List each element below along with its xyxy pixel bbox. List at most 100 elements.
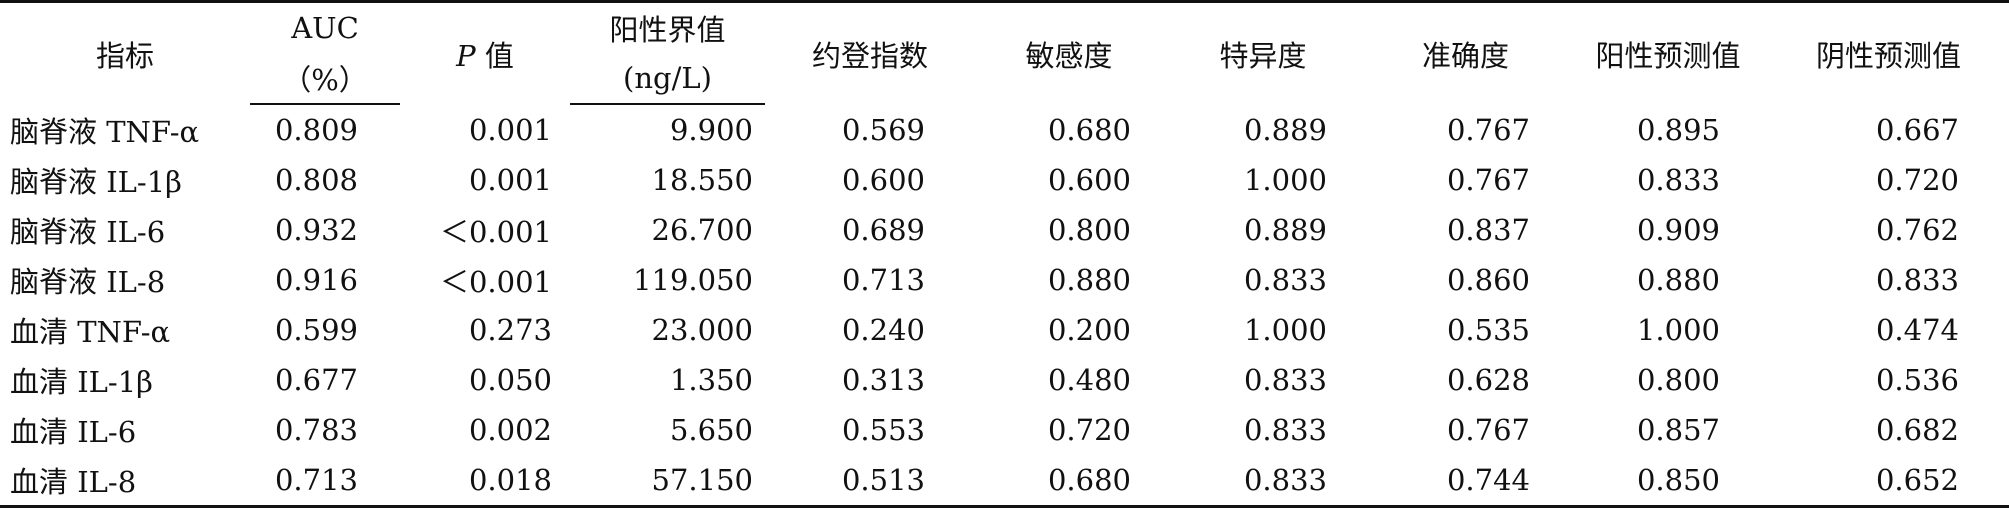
table-row: 血清 IL-1β 0.677 0.050 1.350 0.313 0.480 0.833 0.…	[0, 355, 2009, 405]
header-cutoff-line2: (ng/L)	[570, 53, 765, 105]
cell-indicator: 脑脊液 IL-8	[10, 265, 166, 299]
cell-accuracy: 0.837	[1446, 213, 1530, 247]
header-p-symbol: P	[456, 38, 476, 73]
cell-indicator: 脑脊液 IL-1β	[10, 165, 182, 199]
cell-ppv: 0.850	[1568, 455, 1768, 508]
cell-p-value: 0.001	[468, 163, 552, 197]
cell-specificity: 0.833	[1243, 413, 1327, 447]
cell-npv: 0.536	[1875, 363, 1959, 397]
header-ppv: 阳性预测值	[1595, 38, 1741, 73]
cell-npv: 0.720	[1875, 163, 1959, 197]
cell-p-value: 0.273	[468, 313, 552, 347]
cell-npv: 0.833	[1875, 263, 1959, 297]
cell-ppv: 0.833	[1636, 163, 1720, 197]
cell-accuracy: 0.767	[1446, 112, 1530, 147]
cell-auc: 0.599	[274, 313, 358, 347]
header-cutoff-line1: 阳性界值	[609, 13, 726, 47]
cell-indicator: 血清 IL-6	[10, 415, 137, 449]
cell-indicator: 血清 IL-8	[0, 455, 250, 508]
cell-youden: 0.240	[841, 313, 925, 347]
cell-npv: 0.474	[1875, 313, 1959, 347]
cell-sensitivity: 0.680	[1047, 112, 1131, 147]
cell-indicator: 脑脊液 TNF-α	[10, 114, 200, 149]
table-row: 血清 TNF-α 0.599 0.273 23.000 0.240 0.200 1.000 0…	[0, 305, 2009, 355]
cell-auc: 0.677	[274, 363, 358, 397]
cell-sensitivity: 0.200	[1047, 313, 1131, 347]
cell-p-value: ＜0.001	[439, 265, 552, 299]
cell-cutoff: 23.000	[651, 313, 753, 347]
table-row: 脑脊液 IL-8 0.916 ＜0.001 119.050 0.713 0.880 0.83…	[0, 255, 2009, 305]
cell-youden: 0.553	[841, 413, 925, 447]
cell-sensitivity: 0.680	[975, 455, 1163, 508]
cell-auc: 0.916	[274, 263, 358, 297]
header-npv: 阴性预测值	[1815, 38, 1961, 73]
cell-auc: 0.932	[274, 213, 358, 247]
cell-cutoff: 119.050	[633, 263, 753, 297]
header-specificity: 特异度	[1219, 38, 1307, 73]
table-header: 指标 AUC P 值 阳性界值 约登指数 敏感度 特异度 准确度 阳性预测值 阴…	[0, 1, 2009, 105]
header-accuracy: 准确度	[1421, 38, 1509, 73]
cell-npv: 0.667	[1875, 112, 1959, 147]
cell-npv: 0.762	[1875, 213, 1959, 247]
cell-youden: 0.689	[841, 213, 925, 247]
header-p-suffix: 值	[475, 38, 514, 73]
cell-specificity: 0.889	[1243, 112, 1327, 147]
cell-accuracy: 0.744	[1363, 455, 1568, 508]
cell-p-value: 0.002	[468, 413, 552, 447]
cell-cutoff: 26.700	[651, 213, 753, 247]
cell-youden: 0.600	[841, 163, 925, 197]
cell-ppv: 0.909	[1636, 213, 1720, 247]
cell-auc: 0.783	[274, 413, 358, 447]
cell-p-value: 0.050	[468, 363, 552, 397]
cell-p-value: 0.001	[468, 112, 552, 147]
cell-accuracy: 0.535	[1446, 313, 1530, 347]
cell-cutoff: 1.350	[669, 363, 753, 397]
cell-npv: 0.682	[1875, 413, 1959, 447]
cell-specificity: 1.000	[1243, 313, 1327, 347]
cell-sensitivity: 0.600	[1047, 163, 1131, 197]
cell-cutoff: 9.900	[669, 113, 753, 147]
cell-specificity: 0.833	[1243, 363, 1327, 397]
cell-p-value: 0.018	[400, 455, 570, 508]
cell-youden: 0.313	[841, 363, 925, 397]
cell-cutoff: 5.650	[669, 413, 753, 447]
cell-accuracy: 0.767	[1446, 163, 1530, 197]
cell-cutoff: 18.550	[651, 163, 753, 197]
cell-youden: 0.713	[841, 263, 925, 297]
table-row: 血清 IL-6 0.783 0.002 5.650 0.553 0.720 0.833 0.7…	[0, 405, 2009, 455]
cell-ppv: 0.800	[1636, 363, 1720, 397]
cell-ppv: 0.880	[1636, 263, 1720, 297]
header-p-value: P 值	[400, 2, 570, 105]
table-body: 脑脊液 TNF-α 0.809 0.001 9.900 0.569 0.680 0.889 0…	[0, 104, 2009, 508]
cell-auc: 0.713	[250, 455, 400, 508]
cell-p-value: ＜0.001	[439, 215, 552, 249]
table-row: 血清 IL-8 0.713 0.018 57.150 0.513 0.680 0.833 0.…	[0, 455, 2009, 508]
header-sensitivity: 敏感度	[1025, 38, 1113, 73]
cell-sensitivity: 0.480	[1047, 363, 1131, 397]
cell-accuracy: 0.860	[1446, 263, 1530, 297]
cell-specificity: 0.833	[1243, 263, 1327, 297]
table-row: 脑脊液 IL-6 0.932 ＜0.001 26.700 0.689 0.800 0.889…	[0, 205, 2009, 255]
cell-sensitivity: 0.800	[1047, 213, 1131, 247]
cell-youden: 0.513	[765, 455, 975, 508]
cell-indicator: 血清 TNF-α	[10, 315, 171, 349]
cell-youden: 0.569	[841, 112, 925, 147]
header-auc-line2: （%）	[250, 53, 400, 105]
cell-sensitivity: 0.880	[1047, 263, 1131, 297]
cell-cutoff: 57.150	[570, 455, 765, 508]
table-row: 脑脊液 IL-1β 0.808 0.001 18.550 0.600 0.600 1.000…	[0, 155, 2009, 205]
header-indicator: 指标	[95, 38, 154, 73]
cell-ppv: 0.857	[1636, 413, 1720, 447]
cell-accuracy: 0.628	[1446, 363, 1530, 397]
cell-specificity: 0.889	[1243, 213, 1327, 247]
cell-ppv: 1.000	[1636, 313, 1720, 347]
cell-npv: 0.652	[1768, 455, 2009, 508]
cell-indicator: 血清 IL-1β	[10, 365, 153, 399]
table-row: 脑脊液 TNF-α 0.809 0.001 9.900 0.569 0.680 0.889 0…	[0, 104, 2009, 155]
cell-accuracy: 0.767	[1446, 413, 1530, 447]
cell-ppv: 0.895	[1636, 112, 1720, 147]
cell-specificity: 0.833	[1163, 455, 1363, 508]
cell-auc: 0.809	[274, 113, 358, 147]
